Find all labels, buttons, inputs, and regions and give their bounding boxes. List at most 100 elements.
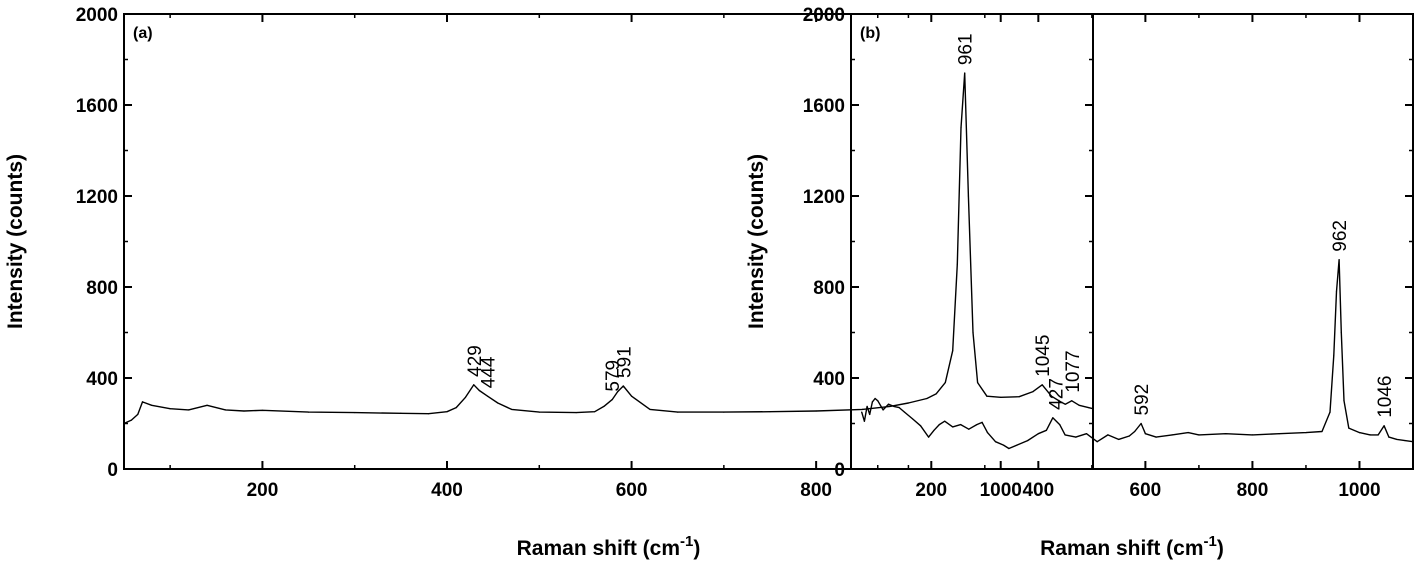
panel-a-y-axis-title: Intensity (counts) [4, 154, 27, 329]
panel-b-spectrum-point [1404, 439, 1406, 442]
panel-a-spectrum-point [935, 393, 937, 395]
panel-a-spectrum-point [972, 331, 974, 334]
panel-b-spectrum-point [1377, 434, 1379, 436]
panel-b-x-axis-title-end: ) [1217, 537, 1224, 560]
panel-a-spectrum-point [354, 411, 356, 414]
panel-b-spectrum-point [898, 406, 900, 409]
panel-a-spectrum-point [1064, 403, 1066, 405]
panel-a-x-tick-label: 800 [800, 480, 832, 501]
panel-b-spectrum-point [1016, 444, 1018, 446]
panel-a-spectrum-point [1092, 408, 1094, 410]
panel-b-spectrum-point [1305, 432, 1307, 434]
panel-b-spectrum-point [986, 432, 989, 434]
panel-b-spectrum-point [1085, 433, 1088, 435]
panel-a-spectrum-point [206, 404, 208, 406]
panel-b-spectrum-line [861, 259, 1414, 450]
panel-a-spectrum-point [473, 384, 475, 386]
panel-a-spectrum-point [960, 127, 962, 129]
panel-a-spectrum-point [1050, 395, 1053, 397]
panel-a-x-axis-title-end: ) [693, 537, 700, 560]
panel-b-spectrum-point [981, 421, 983, 423]
panel-b-y-tick-label: 2000 [803, 5, 845, 26]
panel-b-spectrum-point [1396, 438, 1398, 441]
panel-b-spectrum-point [861, 411, 863, 413]
panel-b-spectrum-point [1278, 433, 1280, 435]
panel-a-spectrum-point [677, 411, 679, 413]
panel-a-peak-label: 579 [603, 360, 624, 392]
panel-b-spectrum-point [1059, 424, 1061, 426]
panel-a-peak-label: 429 [465, 345, 486, 377]
panel-a-x-axis-title-sup: -1 [680, 533, 693, 550]
panel-b-spectrum-point [1118, 438, 1120, 441]
panel-b-spectrum-point [1338, 259, 1340, 261]
panel-b-y-tick-label: 0 [834, 460, 845, 481]
panel-a-spectrum-point [224, 409, 227, 411]
panel-b-x-tick-label: 400 [1022, 480, 1054, 501]
panel-a-y-tick-label: 800 [86, 278, 118, 299]
panel-a-spectrum-point [1041, 384, 1043, 386]
panel-a-spectrum-point [455, 406, 457, 409]
panel-b-spectrum-point [1369, 434, 1371, 436]
panel-b-spectrum-point [944, 420, 946, 422]
panel-b-spectrum-point [1348, 427, 1350, 429]
panel-a-spectrum-point [243, 410, 245, 412]
panel-b-y-tick-label: 400 [813, 369, 845, 390]
panel-b-spectrum-point [911, 418, 914, 420]
panel-b-spectrum-point [1027, 439, 1029, 442]
panel-b-x-axis-title: Raman shift (cm-1) [1040, 533, 1224, 560]
panel-b-x-tick-label: 600 [1130, 480, 1162, 501]
panel-b-spectrum-point [1171, 434, 1173, 436]
panel-b-spectrum-point [1096, 441, 1098, 443]
panel-a-spectrum-point [487, 395, 489, 397]
panel-a-spectrum-point [137, 413, 139, 415]
panel-a-x-tick-label: 200 [247, 480, 279, 501]
panel-b-spectrum-point [1075, 436, 1077, 438]
panel-b-panel-tag: (b) [860, 25, 880, 42]
panel-a-spectrum-point [952, 350, 954, 352]
panel-b-spectrum-point [1045, 429, 1047, 431]
panel-b-spectrum-point [1002, 444, 1005, 446]
panel-b-spectrum-point [887, 403, 890, 405]
panel-b-peak-label: 427 [1046, 378, 1067, 410]
panel-a-spectrum-point [769, 411, 771, 413]
panel-a-peak-label: 1045 [1033, 335, 1054, 377]
panel-a-spectrum-point [967, 195, 970, 197]
panel-b-spectrum-point [871, 401, 874, 403]
panel-b-peak-label: 1046 [1375, 375, 1396, 417]
panel-a-spectrum-point [123, 422, 125, 425]
panel-b-spectrum-point [938, 424, 940, 426]
panel-a-spectrum-point [400, 412, 402, 414]
panel-a-peak-label: 961 [956, 33, 977, 65]
panel-a-spectrum-point [603, 405, 605, 408]
panel-a-spectrum-point [977, 381, 979, 384]
panel-a-x-tick-label: 400 [431, 480, 463, 501]
panel-b-spectrum-point [1187, 432, 1189, 434]
panel-a-spectrum-point [986, 395, 988, 397]
panel-b-spectrum-point [1037, 433, 1039, 435]
panel-a-spectrum-point [1000, 396, 1002, 398]
panel-b-y-tick-label: 1200 [803, 187, 845, 208]
panel-a-y-tick-label: 400 [86, 369, 118, 390]
panel-a-y-tick-label: 1600 [76, 96, 118, 117]
panel-b-spectrum-point [1329, 411, 1331, 413]
panel-b-spectrum-point [928, 436, 930, 438]
panel-a-plot-frame [123, 13, 1094, 470]
panel-a-spectrum-point [861, 408, 863, 410]
panel-b-spectrum-point [874, 397, 876, 400]
panel-b-x-tick-label: 800 [1237, 480, 1269, 501]
panel-b-spectrum-point [1340, 331, 1342, 334]
panel-b-spectrum-point [1128, 435, 1130, 437]
panel-b-spectrum-point [1383, 425, 1385, 427]
panel-a-spectrum-point [926, 397, 928, 400]
panel-a-spectrum-point [497, 402, 499, 404]
panel-b-spectrum-point [952, 426, 954, 428]
panel-a-spectrum-point [1071, 400, 1073, 402]
panel-a-spectrum-point [538, 411, 540, 413]
panel-b-spectrum-point [1333, 354, 1335, 356]
panel-a-spectrum-point [464, 396, 467, 398]
panel-a-spectrum-point [446, 411, 448, 413]
panel-b-spectrum-point [1225, 433, 1227, 435]
panel-a-spectrum-point [723, 411, 725, 413]
panel-a-spectrum-point [956, 263, 958, 265]
